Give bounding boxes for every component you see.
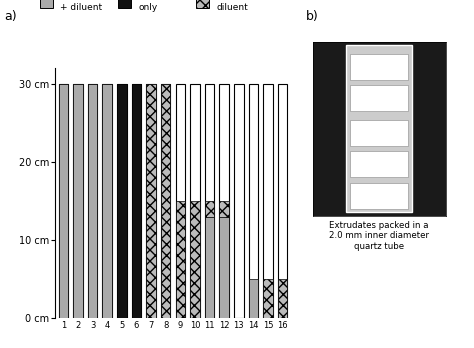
Text: Extrudates packed in a
2.0 mm inner diameter
quartz tube: Extrudates packed in a 2.0 mm inner diam… [329,221,429,251]
Bar [73,84,82,318]
Bar [88,84,97,318]
Bar [264,279,273,318]
Bar [132,84,141,318]
Bar [146,84,156,318]
Bar [146,84,156,318]
Bar [278,279,288,318]
Bar [219,201,229,216]
Bar [350,54,409,80]
Bar [88,84,97,318]
Bar [161,84,171,318]
Bar [219,216,229,318]
Bar [234,84,244,318]
Bar [58,84,68,318]
Bar [350,151,409,177]
Bar [249,279,258,318]
Bar [219,84,229,318]
Bar [117,84,127,318]
Bar [132,84,141,318]
Bar [190,84,200,318]
Bar [161,84,171,318]
Bar [175,201,185,318]
Bar [346,45,412,212]
Bar [175,84,185,318]
Bar [205,216,214,318]
Legend: Extrudates
+ diluent, Extrudates
only, Powder +
diluent: Extrudates + diluent, Extrudates only, P… [40,0,260,11]
Text: b): b) [306,10,319,23]
Bar [278,84,288,318]
Bar [350,85,409,111]
Bar [264,84,273,318]
Bar [350,120,409,146]
Bar [102,84,112,318]
Bar [249,84,258,318]
Bar [102,84,112,318]
Bar [58,84,68,318]
Bar [205,201,214,216]
Bar [190,201,200,318]
Bar [117,84,127,318]
Bar [350,183,409,209]
Bar [73,84,82,318]
Text: a): a) [5,10,18,23]
Bar [205,84,214,318]
